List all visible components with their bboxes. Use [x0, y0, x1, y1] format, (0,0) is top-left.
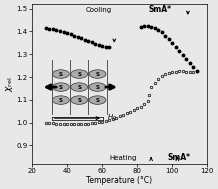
Text: SmA*: SmA*: [148, 5, 171, 14]
Text: Heating: Heating: [109, 155, 137, 161]
Text: Cooling: Cooling: [85, 7, 112, 13]
Y-axis label: $\chi_{\rm rel}$: $\chi_{\rm rel}$: [4, 76, 15, 92]
Text: SmA*: SmA*: [168, 153, 191, 162]
X-axis label: Temperature (°C): Temperature (°C): [87, 176, 153, 185]
